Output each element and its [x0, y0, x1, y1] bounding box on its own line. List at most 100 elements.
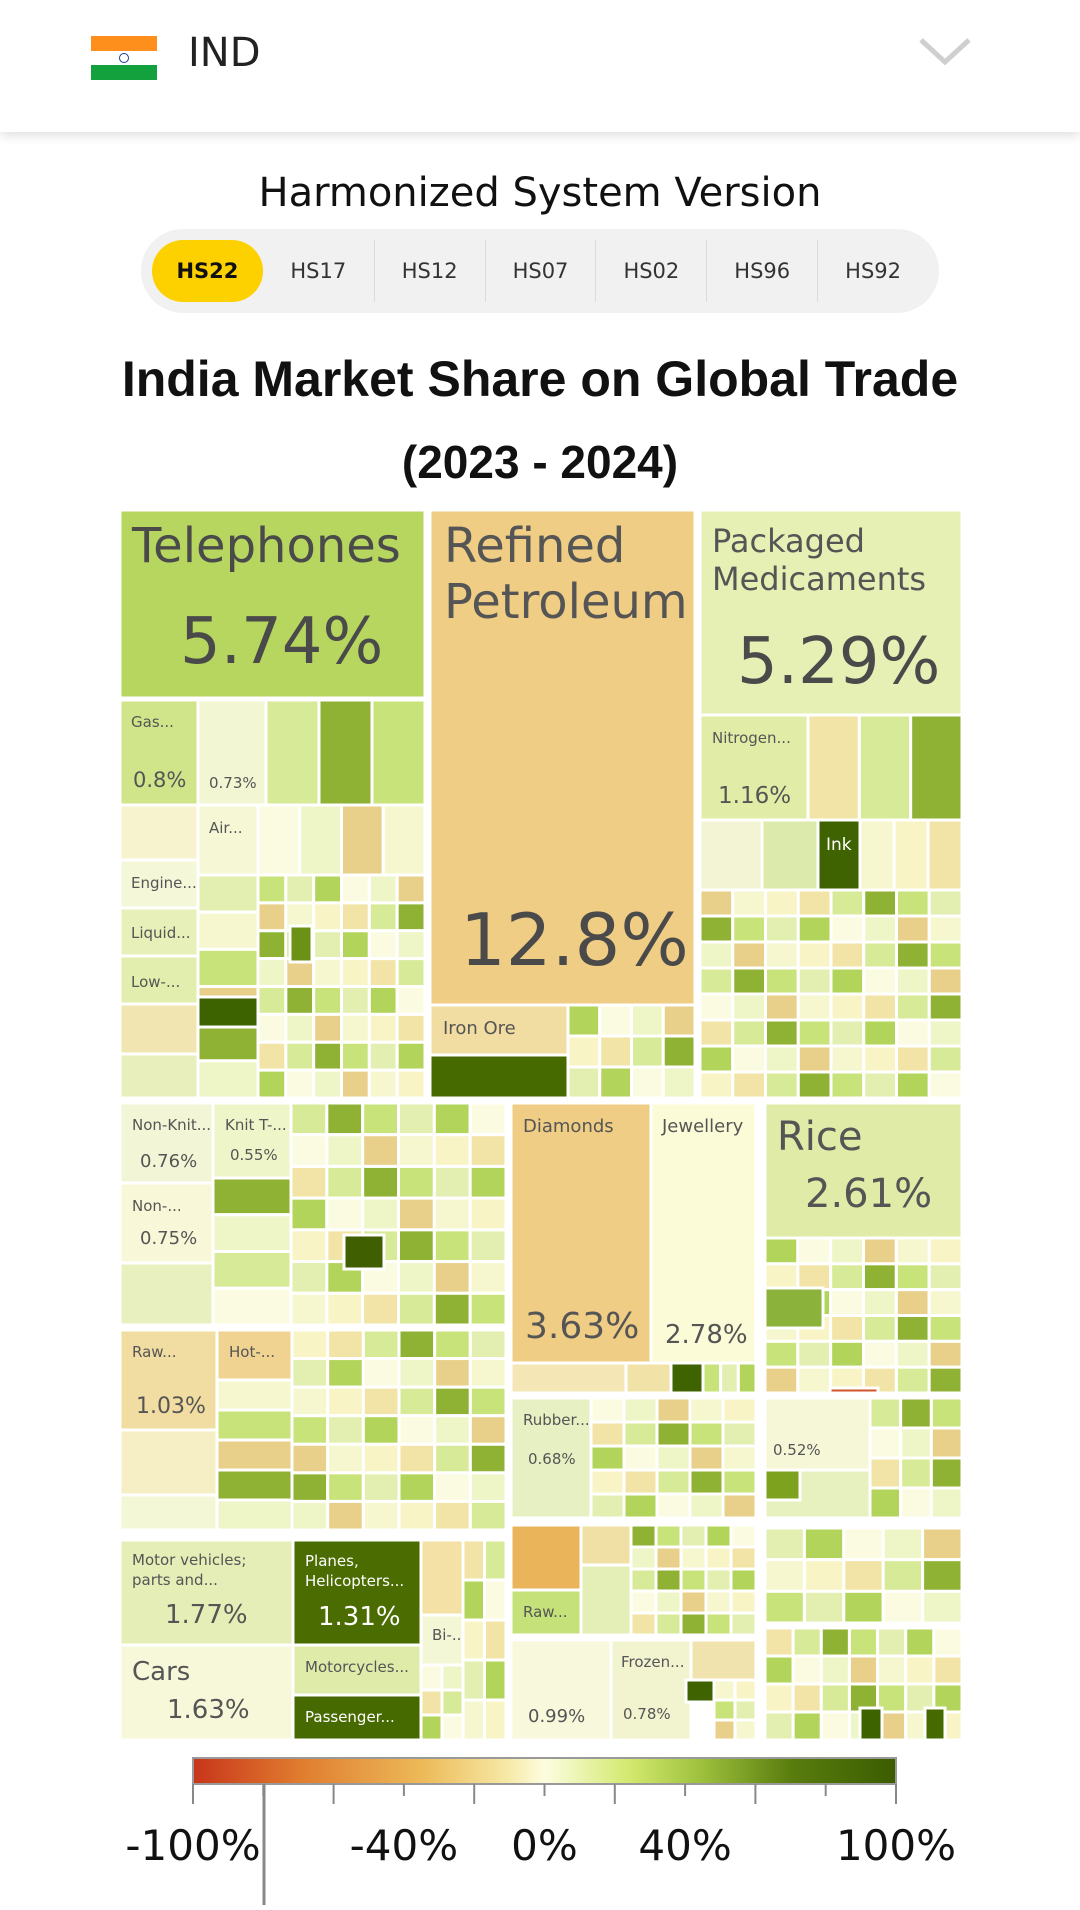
treemap-small-tile[interactable] [731, 1070, 767, 1100]
treemap-small-tile[interactable] [395, 1040, 427, 1072]
treemap-small-tile[interactable] [764, 1018, 800, 1048]
treemap-small-tile[interactable] [698, 914, 735, 944]
treemap-small-tile[interactable] [791, 1710, 823, 1742]
treemap-small-tile[interactable] [342, 1233, 386, 1271]
treemap-small-tile[interactable] [118, 1052, 200, 1100]
treemap-small-tile[interactable] [842, 1558, 885, 1593]
treemap-small-tile[interactable] [894, 1365, 931, 1395]
treemap-small-tile[interactable] [862, 1314, 898, 1343]
treemap-small-tile[interactable] [289, 1164, 329, 1200]
treemap-small-tile[interactable] [598, 1065, 633, 1100]
treemap-small-tile[interactable] [509, 1361, 628, 1395]
treemap-small-tile[interactable] [468, 1291, 508, 1327]
treemap-small-tile[interactable] [256, 957, 288, 988]
treemap-small-tile[interactable] [763, 1262, 800, 1292]
treemap-small-tile[interactable] [796, 1339, 833, 1369]
treemap-small-tile[interactable] [661, 1003, 697, 1038]
treemap-small-tile[interactable] [419, 1688, 444, 1717]
treemap-small-tile[interactable] [118, 1002, 200, 1056]
treemap-small-tile[interactable] [894, 1314, 931, 1343]
treemap-small-tile[interactable] [483, 1538, 508, 1582]
treemap-small-tile[interactable] [904, 1654, 936, 1686]
treemap-small-tile[interactable] [763, 1682, 795, 1714]
treemap-small-tile[interactable] [929, 1426, 964, 1460]
treemap-small-tile[interactable] [196, 873, 260, 914]
treemap-small-tile[interactable] [698, 1018, 735, 1048]
tile-rice[interactable] [763, 1101, 964, 1240]
treemap-small-tile[interactable] [290, 1499, 330, 1532]
treemap-small-tile[interactable] [828, 1386, 880, 1395]
treemap-small-tile[interactable] [395, 873, 427, 905]
treemap-small-tile[interactable] [397, 1196, 436, 1232]
treemap-small-tile[interactable] [566, 1065, 602, 1100]
treemap-small-tile[interactable] [196, 910, 260, 951]
treemap-small-tile[interactable] [927, 914, 964, 944]
treemap-small-tile[interactable] [829, 992, 866, 1022]
treemap-small-tile[interactable] [598, 1034, 633, 1069]
treemap-small-tile[interactable] [326, 1357, 365, 1389]
treemap-small-tile[interactable] [698, 818, 764, 892]
treemap-small-tile[interactable] [688, 1396, 725, 1424]
treemap-small-tile[interactable] [483, 1578, 508, 1622]
treemap-small-tile[interactable] [256, 1040, 288, 1072]
treemap-small-tile[interactable] [509, 1523, 583, 1592]
treemap-small-tile[interactable] [895, 940, 931, 970]
treemap-small-tile[interactable] [868, 1486, 903, 1520]
treemap-small-tile[interactable] [698, 888, 735, 918]
treemap-small-tile[interactable] [764, 1070, 800, 1100]
treemap-small-tile[interactable] [688, 1420, 725, 1448]
tile-nitrogen[interactable] [698, 713, 810, 822]
treemap-small-tile[interactable] [829, 888, 866, 918]
treemap-small-tile[interactable] [397, 1471, 437, 1503]
treemap-small-tile[interactable] [654, 1567, 683, 1593]
treemap-small-tile[interactable] [589, 1492, 626, 1520]
treemap-small-tile[interactable] [764, 966, 800, 996]
treemap-small-tile[interactable] [895, 1018, 931, 1048]
treemap-small-tile[interactable] [669, 1361, 705, 1395]
treemap-small-tile[interactable] [325, 1164, 365, 1200]
treemap-small-tile[interactable] [397, 1499, 437, 1532]
treemap-small-tile[interactable] [862, 1018, 898, 1048]
treemap-small-tile[interactable] [731, 914, 767, 944]
treemap-small-tile[interactable] [679, 1567, 708, 1593]
treemap-small-tile[interactable] [894, 1236, 931, 1266]
treemap-small-tile[interactable] [802, 1526, 846, 1562]
treemap-small-tile[interactable] [468, 1328, 508, 1361]
treemap-small-tile[interactable] [397, 1291, 436, 1327]
treemap-small-tile[interactable] [312, 1068, 343, 1100]
treemap-small-tile[interactable] [868, 1456, 903, 1490]
treemap-small-tile[interactable] [433, 1328, 472, 1361]
treemap-small-tile[interactable] [881, 1589, 925, 1625]
treemap-small-tile[interactable] [733, 1678, 758, 1702]
treemap-small-tile[interactable] [312, 1012, 343, 1044]
treemap-small-tile[interactable] [927, 940, 964, 970]
treemap-small-tile[interactable] [819, 1710, 851, 1742]
treemap-small-tile[interactable] [796, 1044, 833, 1074]
treemap-small-tile[interactable] [829, 1018, 866, 1048]
treemap-small-tile[interactable] [862, 1339, 898, 1369]
treemap-small-tile[interactable] [395, 901, 427, 933]
treemap-small-tile[interactable] [325, 1291, 365, 1327]
treemap-small-tile[interactable] [397, 1442, 437, 1475]
treemap-small-tile[interactable] [704, 1523, 733, 1549]
treemap-small-tile[interactable] [196, 1059, 260, 1100]
treemap-small-tile[interactable] [397, 1328, 437, 1361]
treemap-small-tile[interactable] [796, 1365, 833, 1395]
treemap-small-tile[interactable] [312, 929, 343, 961]
tile-low[interactable] [118, 954, 200, 1006]
treemap-small-tile[interactable] [881, 1526, 925, 1562]
treemap-small-tile[interactable] [598, 1003, 633, 1038]
treemap-small-tile[interactable] [927, 1236, 964, 1266]
treemap-small-tile[interactable] [461, 1538, 486, 1582]
tab-hs02[interactable]: HS02 [595, 240, 706, 302]
treemap-small-tile[interactable] [367, 1040, 399, 1072]
treemap-small-tile[interactable] [926, 818, 964, 892]
treemap-small-tile[interactable] [796, 966, 833, 996]
treemap-small-tile[interactable] [731, 1018, 767, 1048]
treemap-small-tile[interactable] [419, 1538, 465, 1617]
treemap-small-tile[interactable] [211, 1250, 293, 1290]
treemap-small-tile[interactable] [679, 1611, 708, 1637]
treemap-small-tile[interactable] [698, 940, 735, 970]
treemap-small-tile[interactable] [876, 1626, 908, 1658]
treemap-small-tile[interactable] [712, 1678, 737, 1702]
